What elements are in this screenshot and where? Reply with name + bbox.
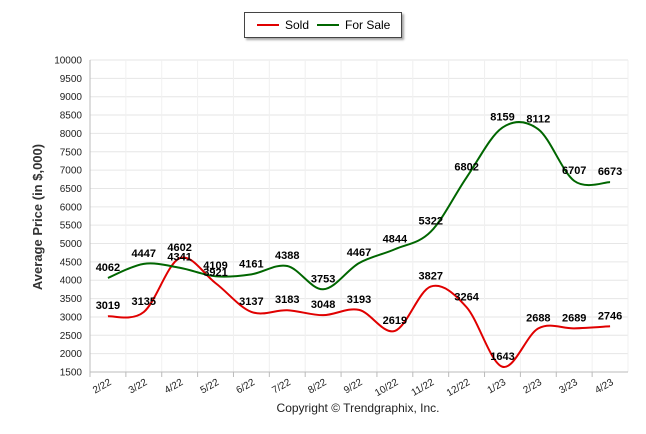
data-label-for-sale: 8159 (490, 112, 514, 124)
legend-swatch-for-sale (317, 24, 339, 26)
x-tick-label: 11/22 (410, 377, 437, 399)
data-label-sold: 3827 (418, 271, 442, 283)
y-tick-label: 4500 (60, 257, 83, 268)
legend-label-for-sale: For Sale (345, 18, 391, 32)
data-label-sold: 2688 (526, 312, 550, 324)
legend-swatch-sold (257, 24, 279, 26)
data-label-for-sale: 4062 (96, 262, 120, 274)
x-tick-label: 6/22 (235, 377, 258, 396)
data-label-for-sale: 6802 (454, 161, 478, 173)
series-line-sold (107, 256, 611, 368)
y-tick-label: 7500 (60, 147, 83, 158)
data-label-sold: 1643 (490, 351, 514, 363)
x-tick-label: 2/23 (521, 377, 544, 396)
data-label-sold: 3193 (347, 294, 371, 306)
data-label-for-sale: 4388 (275, 250, 299, 262)
x-tick-label: 9/22 (342, 377, 365, 396)
y-tick-label: 5000 (60, 239, 83, 250)
legend: Sold For Sale (244, 12, 402, 38)
y-tick-label: 4000 (60, 276, 83, 287)
data-label-sold: 2619 (383, 315, 407, 327)
data-label-for-sale: 4109 (203, 260, 227, 272)
data-label-for-sale: 4341 (167, 252, 191, 264)
data-label-for-sale: 4844 (383, 233, 408, 245)
y-tick-label: 6000 (60, 202, 83, 213)
y-tick-label: 10000 (54, 56, 82, 67)
x-tick-label: 12/22 (445, 377, 473, 399)
data-label-sold: 3048 (311, 299, 335, 311)
x-tick-label: 3/23 (557, 377, 580, 396)
series-line-for-sale (107, 121, 611, 291)
data-labels: 3019 3135 4602 3921 3137 3183 3048 3193 2619 3827… (96, 112, 623, 363)
x-tick-label: 7/22 (270, 377, 293, 396)
legend-item-for-sale[interactable]: For Sale (317, 18, 390, 32)
y-tick-label: 9500 (60, 74, 83, 85)
x-tick-label: 8/22 (306, 377, 329, 396)
data-label-sold: 3137 (239, 296, 263, 308)
legend-label-sold: Sold (285, 18, 310, 32)
y-tick-label: 2500 (60, 331, 83, 342)
data-label-for-sale: 6707 (562, 165, 586, 177)
data-label-for-sale: 4161 (239, 258, 263, 270)
data-label-sold: 3183 (275, 294, 299, 306)
x-tick-label: 4/23 (593, 377, 616, 396)
data-label-for-sale: 6673 (598, 166, 622, 178)
data-label-sold: 3019 (96, 300, 120, 312)
grid-lines (89, 59, 629, 373)
data-label-sold: 2689 (562, 312, 586, 324)
data-label-for-sale: 5322 (418, 216, 442, 228)
copyright-credit: Copyright © Trendgraphix, Inc. (277, 401, 440, 415)
y-tick-label: 6500 (60, 184, 83, 195)
x-tick-label: 1/23 (486, 377, 509, 396)
y-tick-label: 3000 (60, 312, 83, 323)
y-tick-label: 3500 (60, 294, 83, 305)
data-label-for-sale: 8112 (526, 113, 550, 125)
y-tick-label: 8500 (60, 111, 83, 122)
y-tick-label: 7000 (60, 166, 83, 177)
data-label-for-sale: 3753 (311, 273, 335, 285)
data-label-sold: 2746 (598, 310, 622, 322)
series-lines (107, 121, 611, 368)
x-tick-label: 2/22 (91, 377, 114, 396)
y-tick-label: 9000 (60, 92, 83, 103)
x-tick-label: 3/22 (127, 377, 150, 396)
data-label-for-sale: 4447 (132, 248, 156, 260)
y-tick-label: 2000 (60, 349, 83, 360)
x-tick-label: 5/22 (199, 377, 222, 396)
y-tick-label: 1500 (60, 368, 83, 379)
data-label-sold: 3921 (203, 267, 227, 279)
data-label-for-sale: 4467 (347, 247, 371, 259)
y-tick-label: 8000 (60, 129, 83, 140)
y-axis-title: Average Price (in $,000) (30, 144, 45, 290)
data-label-sold: 4602 (167, 242, 191, 254)
data-label-sold: 3264 (454, 291, 479, 303)
y-tick-label: 5500 (60, 221, 83, 232)
data-label-sold: 3135 (132, 296, 156, 308)
x-tick-label: 10/22 (373, 377, 401, 399)
x-tick-label: 4/22 (163, 377, 186, 396)
legend-item-sold[interactable]: Sold (257, 18, 309, 32)
